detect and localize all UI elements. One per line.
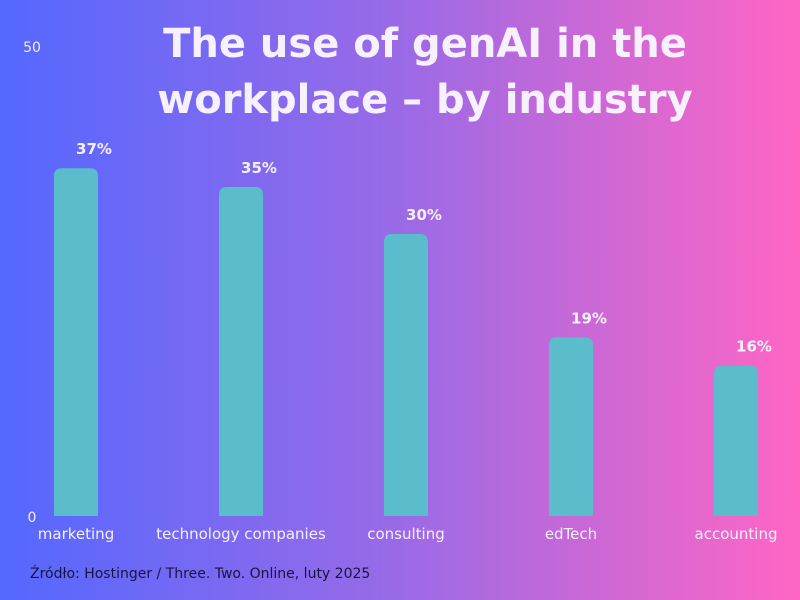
- bar-edTech: [549, 337, 593, 516]
- source-note: Źródło: Hostinger / Three. Two. Online, …: [30, 566, 371, 582]
- data-label: 35%: [241, 159, 277, 177]
- x-tick-label: accounting: [695, 525, 778, 543]
- bar-consulting: [384, 234, 428, 516]
- bar-accounting: [714, 365, 758, 516]
- data-label: 19%: [571, 309, 607, 327]
- y-tick-label: 0: [28, 510, 37, 526]
- x-tick-label: marketing: [38, 525, 114, 543]
- y-tick-label: 50: [23, 40, 41, 56]
- x-tick-label: edTech: [545, 525, 597, 543]
- x-tick-label: technology companies: [156, 525, 326, 543]
- data-label: 37%: [76, 140, 112, 158]
- data-label: 16%: [736, 338, 772, 356]
- bar-marketing: [54, 168, 98, 516]
- data-label: 30%: [406, 206, 442, 224]
- chart-title: The use of genAI in the workplace – by i…: [157, 21, 693, 123]
- x-tick-label: consulting: [367, 525, 445, 543]
- bar-technology-companies: [219, 187, 263, 516]
